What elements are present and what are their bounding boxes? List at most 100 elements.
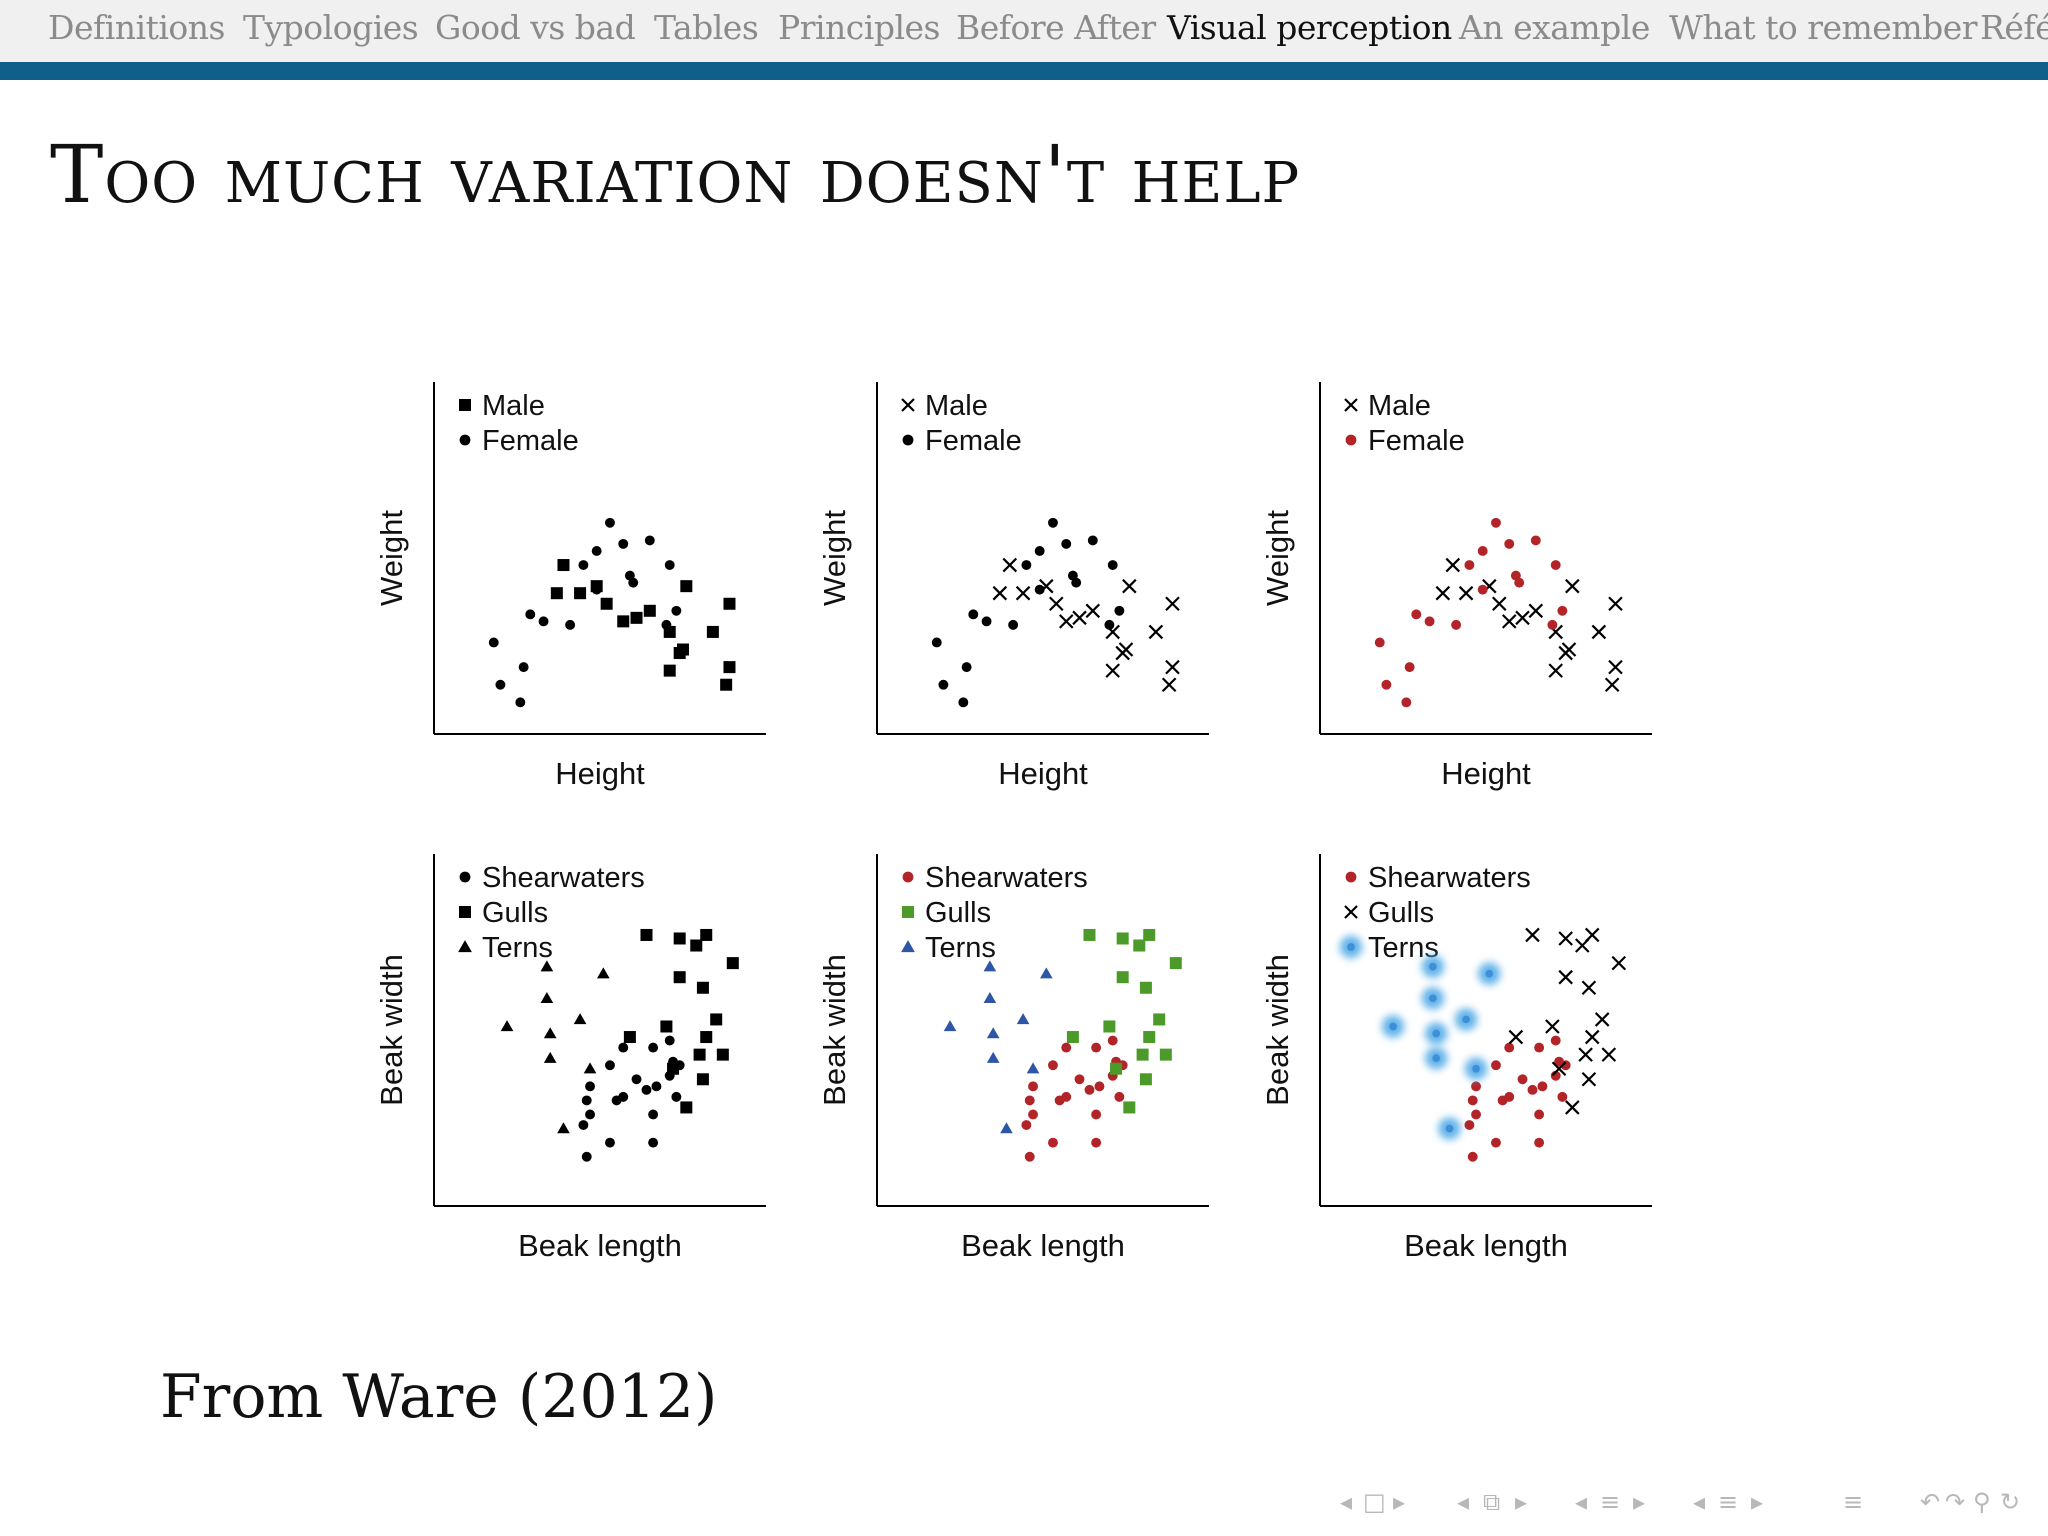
data-point: [581, 1095, 592, 1106]
data-point: [628, 577, 639, 588]
data-point: [1458, 585, 1474, 601]
data-point: [1016, 1013, 1030, 1025]
data-point: [1438, 1117, 1461, 1140]
subsection-prev-icon[interactable]: ◂: [1457, 1488, 1470, 1516]
data-point: [1594, 1012, 1610, 1027]
section-navbar: Definitions Typologies Good vs bad Table…: [0, 0, 2048, 80]
data-point: [1492, 596, 1507, 612]
nav-item-an-example[interactable]: An example: [1459, 8, 1650, 47]
forward-icon[interactable]: ↷: [1945, 1488, 1966, 1516]
data-point: [706, 625, 719, 638]
frame-prev-icon[interactable]: ◂: [1340, 1488, 1353, 1516]
scatter-panel-6: Beak length Beak width ShearwatersGullsTer…: [1260, 854, 1652, 1263]
part-prev-icon[interactable]: ◂: [1693, 1488, 1706, 1516]
data-point: [690, 939, 703, 952]
data-point: [1015, 585, 1031, 601]
scatter-panel-5: Beak length Beak width ShearwatersGullsTer…: [817, 854, 1209, 1263]
frame-icon[interactable]: □: [1363, 1488, 1386, 1516]
legend-label: Female: [925, 425, 1022, 457]
data-point: [1467, 1095, 1478, 1106]
data-point: [1136, 1048, 1149, 1061]
data-point: [1545, 1019, 1560, 1034]
data-point: [981, 616, 992, 627]
data-point: [1026, 1062, 1040, 1074]
data-point: [986, 1051, 1000, 1063]
data-point: [664, 560, 675, 570]
nav-item-tables[interactable]: Tables: [654, 8, 759, 47]
data-point: [1558, 969, 1573, 985]
x-axis-label: Beak length: [961, 1228, 1125, 1263]
data-point: [1550, 1035, 1561, 1046]
legend-label: Terns: [482, 932, 553, 964]
data-point: [1584, 927, 1600, 943]
data-point: [1548, 624, 1563, 640]
source-citation: From Ware (2012): [160, 1362, 718, 1432]
data-point: [673, 647, 686, 660]
data-point: [538, 616, 549, 627]
x-axis-label: Height: [1441, 756, 1531, 791]
nav-item-definitions[interactable]: Definitions: [48, 8, 225, 47]
nav-item-visual-perception[interactable]: Visual perception: [1167, 8, 1452, 47]
data-point: [1169, 957, 1182, 970]
data-point: [1084, 1084, 1095, 1095]
data-point: [1104, 619, 1115, 630]
data-point: [1034, 584, 1045, 595]
appendix-icon[interactable]: ≡: [1843, 1488, 1864, 1516]
data-point: [640, 928, 653, 941]
refresh-icon[interactable]: ↻: [2000, 1488, 2021, 1516]
data-point: [1115, 645, 1130, 661]
data-point: [1054, 1095, 1065, 1106]
data-point: [581, 1151, 592, 1162]
data-point: [664, 1070, 675, 1081]
data-point: [591, 584, 602, 595]
data-point: [1558, 931, 1573, 946]
data-point: [1547, 619, 1558, 630]
nav-item-principles[interactable]: Principles: [778, 8, 940, 47]
subsection-icon[interactable]: ⧉: [1483, 1488, 1501, 1516]
data-point: [605, 517, 615, 528]
data-point: [1008, 619, 1019, 630]
data-point: [1105, 663, 1120, 678]
data-point: [1381, 679, 1392, 690]
part-next-icon[interactable]: ▸: [1751, 1488, 1764, 1516]
data-point: [651, 1081, 662, 1092]
data-point: [1139, 981, 1152, 994]
data-point: [643, 604, 656, 617]
legend-marker: [901, 398, 915, 412]
nav-item-good-vs-bad[interactable]: Good vs bad: [435, 8, 636, 47]
data-point: [1021, 1120, 1032, 1130]
data-point: [986, 1027, 1000, 1039]
data-point: [1061, 1042, 1072, 1053]
legend-label: Gulls: [1368, 897, 1434, 929]
data-point: [1554, 1056, 1564, 1067]
data-point: [660, 1020, 673, 1033]
data-point: [1381, 1015, 1405, 1038]
data-point: [1528, 603, 1544, 619]
legend-label: Gulls: [925, 897, 991, 929]
data-point: [611, 1095, 622, 1106]
part-icon[interactable]: ≡: [1718, 1488, 1739, 1516]
data-point: [1139, 1073, 1152, 1086]
data-point: [992, 585, 1008, 601]
data-point: [1608, 596, 1623, 612]
data-point: [605, 1137, 615, 1148]
section-icon[interactable]: ≡: [1600, 1488, 1621, 1516]
nav-item-typologies[interactable]: Typologies: [243, 8, 419, 47]
back-icon[interactable]: ↶: [1920, 1488, 1941, 1516]
data-point: [1107, 1070, 1118, 1081]
nav-item-what-to-remember[interactable]: What to remember: [1669, 8, 1978, 47]
nav-item-references[interactable]: Réfé: [1980, 8, 2048, 47]
frame-next-icon[interactable]: ▸: [1393, 1488, 1406, 1516]
section-next-icon[interactable]: ▸: [1633, 1488, 1646, 1516]
legend-marker: [459, 871, 471, 883]
data-point: [574, 587, 587, 600]
subsection-next-icon[interactable]: ▸: [1515, 1488, 1528, 1516]
data-point: [1478, 962, 1501, 985]
data-point: [590, 580, 603, 593]
search-icon[interactable]: ⚲: [1973, 1488, 1991, 1516]
section-prev-icon[interactable]: ◂: [1575, 1488, 1588, 1516]
nav-item-before-after[interactable]: Before After: [956, 8, 1156, 47]
data-point: [667, 1062, 680, 1075]
data-point: [1028, 1109, 1038, 1120]
data-point: [500, 1020, 514, 1032]
